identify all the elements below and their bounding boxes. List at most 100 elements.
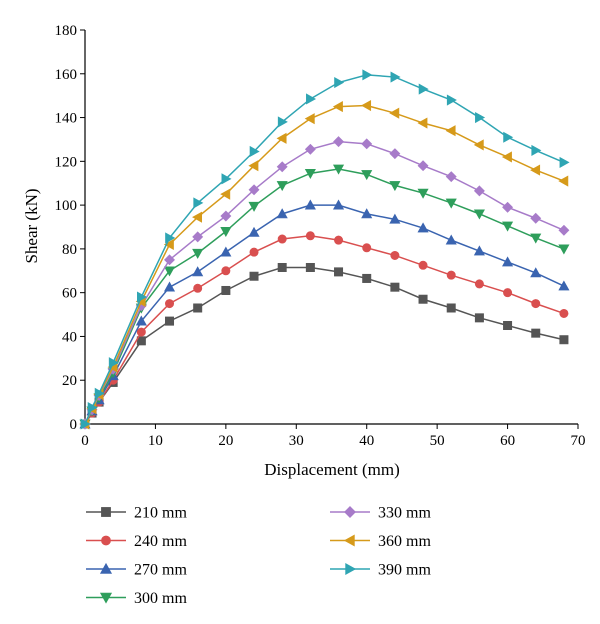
- data-point: [305, 262, 315, 272]
- data-point: [248, 184, 260, 196]
- data-point: [530, 212, 542, 224]
- legend-marker: [345, 562, 357, 576]
- legend-marker: [101, 507, 111, 517]
- data-point: [165, 299, 175, 309]
- data-point: [446, 270, 456, 280]
- legend-marker: [343, 534, 355, 547]
- data-point: [334, 267, 344, 277]
- data-point: [277, 262, 287, 272]
- data-point: [276, 161, 288, 173]
- legend-item: 360 mm: [330, 533, 431, 550]
- data-point: [192, 266, 204, 277]
- data-point: [390, 71, 401, 83]
- data-point: [530, 233, 542, 244]
- legend-label: 330 mm: [378, 505, 431, 522]
- y-tick-label: 120: [55, 154, 78, 170]
- data-point: [446, 303, 456, 313]
- data-point: [501, 151, 512, 163]
- data-point: [559, 308, 569, 318]
- data-point: [418, 260, 428, 270]
- legend-marker: [99, 592, 113, 604]
- legend-item: 330 mm: [330, 505, 431, 522]
- data-point: [390, 282, 400, 292]
- data-point: [276, 208, 288, 219]
- data-point: [248, 160, 259, 172]
- legend-marker: [344, 506, 356, 518]
- data-point: [503, 320, 513, 330]
- data-point: [361, 138, 373, 150]
- data-point: [304, 113, 315, 125]
- data-point: [334, 76, 345, 89]
- series-line: [84, 140, 565, 425]
- x-tick-label: 70: [571, 433, 586, 449]
- data-point: [389, 181, 401, 192]
- legend-item: 270 mm: [86, 562, 187, 579]
- series-line: [84, 266, 565, 425]
- data-point: [248, 201, 260, 212]
- x-tick-label: 60: [500, 433, 515, 449]
- data-point: [418, 294, 428, 304]
- data-point: [445, 125, 456, 137]
- data-point: [333, 136, 345, 148]
- data-point: [108, 357, 119, 369]
- data-point: [417, 117, 428, 129]
- data-point: [389, 148, 401, 160]
- data-point: [306, 93, 317, 105]
- data-point: [474, 313, 484, 323]
- data-point: [502, 221, 514, 232]
- series-360-mm: [79, 99, 569, 430]
- legend: 210 mm 240 mm 270 mm 300 mm 330 mm 360 mm 390 …: [86, 505, 431, 607]
- data-point: [531, 144, 542, 156]
- data-point: [304, 199, 316, 210]
- y-tick-label: 140: [55, 111, 78, 127]
- data-point: [249, 271, 259, 281]
- data-point: [531, 328, 541, 338]
- data-point: [445, 171, 457, 183]
- series-240-mm: [80, 231, 569, 429]
- data-point: [220, 227, 232, 238]
- y-tick-label: 20: [62, 373, 77, 389]
- data-point: [531, 299, 541, 309]
- data-point: [221, 266, 231, 276]
- data-point: [475, 112, 486, 124]
- data-point: [334, 235, 344, 245]
- data-point: [418, 83, 429, 95]
- data-point: [530, 267, 542, 278]
- data-point: [304, 169, 316, 180]
- series-330-mm: [79, 136, 570, 430]
- data-point: [249, 247, 259, 257]
- x-tick-label: 10: [148, 433, 163, 449]
- data-point: [193, 197, 204, 209]
- data-point: [87, 402, 98, 414]
- y-tick-label: 40: [62, 329, 77, 345]
- data-point: [94, 387, 105, 399]
- data-point: [559, 335, 569, 345]
- data-point: [192, 231, 204, 243]
- y-tick-label: 100: [55, 198, 78, 214]
- data-point: [473, 209, 485, 220]
- data-point: [163, 238, 174, 251]
- data-point: [277, 116, 288, 128]
- data-point: [445, 198, 457, 209]
- x-tick-label: 50: [430, 433, 445, 449]
- data-point: [362, 273, 372, 283]
- data-point: [135, 315, 147, 326]
- data-point: [503, 288, 513, 298]
- data-point: [192, 248, 204, 259]
- series-line: [84, 234, 565, 425]
- x-tick-label: 30: [289, 433, 304, 449]
- series-270-mm: [79, 199, 570, 429]
- data-point: [220, 246, 232, 257]
- x-axis-title: Displacement (mm): [264, 460, 400, 479]
- data-point: [361, 170, 373, 181]
- legend-label: 390 mm: [378, 562, 431, 579]
- data-point: [277, 234, 287, 244]
- data-point: [502, 256, 514, 267]
- data-point: [276, 132, 287, 144]
- data-point: [163, 266, 176, 277]
- data-point: [503, 131, 514, 143]
- data-point: [220, 188, 231, 200]
- x-tick-label: 0: [81, 433, 89, 449]
- data-point: [558, 244, 570, 255]
- data-point: [164, 254, 175, 266]
